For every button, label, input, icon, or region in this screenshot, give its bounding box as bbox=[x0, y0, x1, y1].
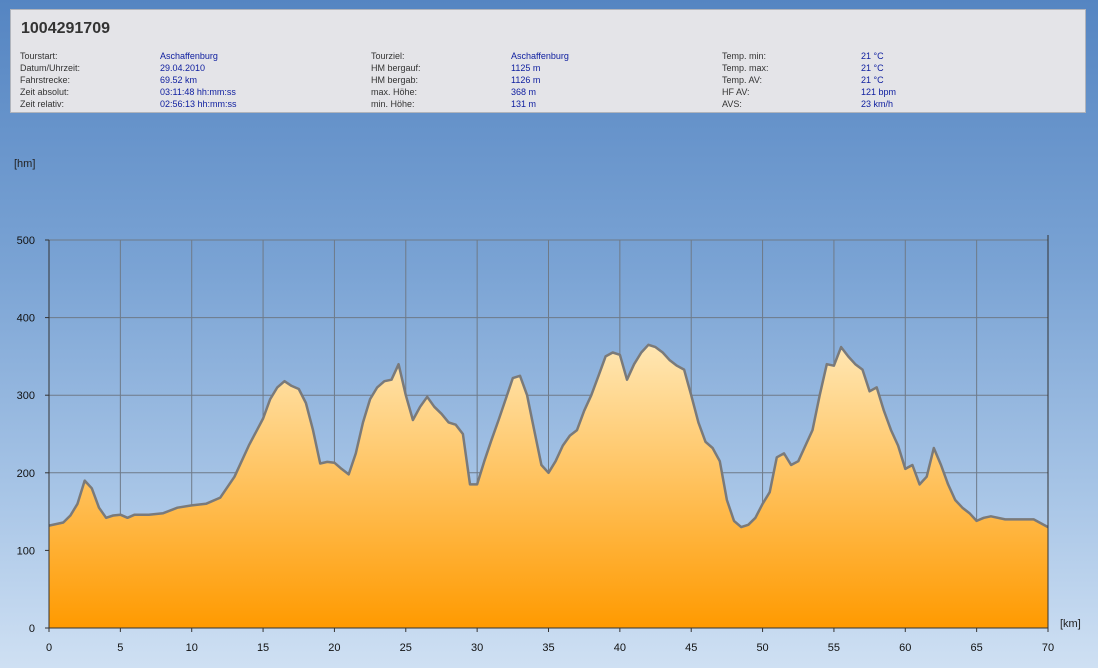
y-tick-label: 400 bbox=[17, 313, 35, 325]
value-zeit-relativ: 02:56:13 hh:mm:ss bbox=[160, 99, 237, 109]
value-tourstart: Aschaffenburg bbox=[160, 51, 218, 61]
x-tick-label: 20 bbox=[328, 642, 340, 654]
x-tick-label: 40 bbox=[614, 642, 626, 654]
info-col-2-values: Aschaffenburg 1125 m 1126 m 368 m 131 m bbox=[511, 50, 569, 110]
tour-info-panel: 1004291709 Tourstart: Datum/Uhrzeit: Fah… bbox=[10, 9, 1086, 113]
x-tick-label: 15 bbox=[257, 642, 269, 654]
tour-id-title: 1004291709 bbox=[21, 20, 110, 37]
value-temp-min: 21 °C bbox=[861, 51, 884, 61]
x-tick-label: 70 bbox=[1042, 642, 1054, 654]
x-tick-label: 30 bbox=[471, 642, 483, 654]
value-zeit-absolut: 03:11:48 hh:mm:ss bbox=[160, 87, 236, 97]
label-fahrstrecke: Fahrstrecke: bbox=[20, 75, 71, 85]
value-hf-av: 121 bpm bbox=[861, 87, 897, 97]
x-axis-unit-label: [km] bbox=[1060, 618, 1081, 630]
label-avs: AVS: bbox=[722, 99, 742, 109]
info-col-2-labels: Tourziel: HM bergauf: HM bergab: max. Hö… bbox=[371, 50, 421, 110]
tick-label-layer: 0 5 10 15 20 25 30 35 40 45 50 55 60 65 70 0 100 200 300 40… bbox=[17, 235, 1054, 654]
label-hm-bergab: HM bergab: bbox=[371, 75, 419, 85]
label-temp-av: Temp. AV: bbox=[722, 75, 763, 85]
y-tick-label: 500 bbox=[17, 235, 35, 247]
info-col-3-labels: Temp. min: Temp. max: Temp. AV: HF AV: A… bbox=[722, 50, 769, 110]
x-tick-label: 65 bbox=[971, 642, 983, 654]
info-col-1-labels: Tourstart: Datum/Uhrzeit: Fahrstrecke: Z… bbox=[20, 50, 80, 110]
value-datum-uhrzeit: 29.04.2010 bbox=[160, 63, 206, 73]
elevation-area bbox=[49, 344, 1048, 628]
elevation-line bbox=[48, 343, 1049, 529]
value-avs: 23 km/h bbox=[861, 99, 894, 109]
value-min-hoehe: 131 m bbox=[511, 99, 537, 109]
x-tick-label: 25 bbox=[400, 642, 412, 654]
value-max-hoehe: 368 m bbox=[511, 87, 537, 97]
value-hm-bergauf: 1125 m bbox=[511, 63, 541, 73]
x-tick-label: 0 bbox=[46, 642, 52, 654]
y-tick-label: 0 bbox=[29, 623, 35, 635]
label-tourstart: Tourstart: bbox=[20, 51, 58, 61]
value-hm-bergab: 1126 m bbox=[511, 75, 541, 85]
value-temp-av: 21 °C bbox=[861, 75, 884, 85]
label-tourziel: Tourziel: bbox=[371, 51, 405, 61]
y-tick-label: 300 bbox=[17, 390, 35, 402]
y-axis-unit-label: [hm] bbox=[14, 158, 36, 170]
value-temp-max: 21 °C bbox=[861, 63, 884, 73]
x-tick-label: 45 bbox=[685, 642, 697, 654]
x-tick-label: 35 bbox=[542, 642, 554, 654]
x-tick-label: 60 bbox=[899, 642, 911, 654]
label-temp-min: Temp. min: bbox=[722, 51, 767, 61]
value-fahrstrecke: 69.52 km bbox=[160, 75, 198, 85]
label-hf-av: HF AV: bbox=[722, 87, 750, 97]
label-zeit-absolut: Zeit absolut: bbox=[20, 87, 70, 97]
x-tick-label: 50 bbox=[756, 642, 768, 654]
label-zeit-relativ: Zeit relativ: bbox=[20, 99, 65, 109]
label-hm-bergauf: HM bergauf: bbox=[371, 63, 421, 73]
x-tick-label: 5 bbox=[117, 642, 123, 654]
x-tick-label: 55 bbox=[828, 642, 840, 654]
info-col-1-values: Aschaffenburg 29.04.2010 69.52 km 03:11:… bbox=[160, 50, 237, 110]
y-tick-label: 100 bbox=[17, 545, 35, 557]
x-tick-label: 10 bbox=[186, 642, 198, 654]
label-max-hoehe: max. Höhe: bbox=[371, 87, 418, 97]
label-temp-max: Temp. max: bbox=[722, 63, 769, 73]
value-tourziel: Aschaffenburg bbox=[511, 51, 569, 61]
label-min-hoehe: min. Höhe: bbox=[371, 99, 415, 109]
axis-layer bbox=[45, 235, 1049, 632]
label-datum-uhrzeit: Datum/Uhrzeit: bbox=[20, 63, 81, 73]
y-tick-label: 200 bbox=[17, 468, 35, 480]
info-col-3-values: 21 °C 21 °C 21 °C 121 bpm 23 km/h bbox=[861, 50, 896, 110]
